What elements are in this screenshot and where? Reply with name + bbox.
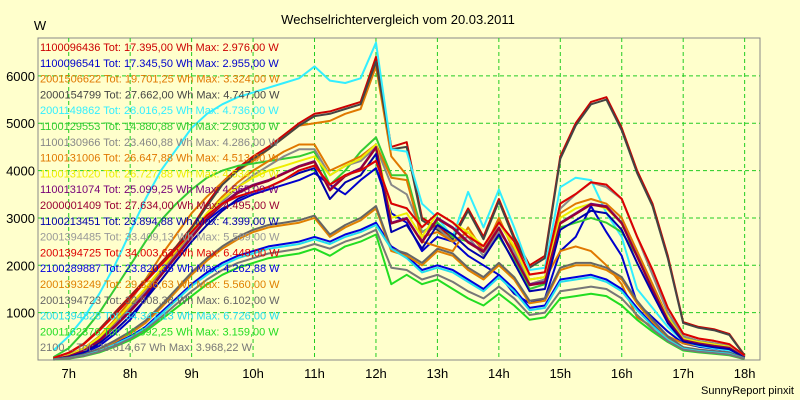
legend-entry-16: 2001393249 Tot: 29.336,63 Wh Max: 5.560,… [40,279,280,291]
legend-entry-9: 1100131020 Tot: 26.727,88 Wh Max: 4.534,… [40,168,279,180]
x-tick-label: 8h [123,366,137,381]
x-tick-label: 13h [427,366,449,381]
legend: 1100096436 Tot: 17.395,00 Wh Max: 2.976,… [40,42,280,354]
y-tick-label: 6000 [6,69,35,84]
series-line-17 [53,205,745,361]
legend-entry-12: 1100213451 Tot: 23.894,88 Wh Max: 4.399,… [40,216,279,228]
legend-entry-14: 2001394725 Tot: 34.003,63 Wh Max: 6.448,… [40,247,280,259]
series-line-12 [53,153,746,361]
legend-entry-8: 1100131006 Tot: 26.647,88 Wh Max: 4.513,… [40,153,279,165]
x-tick-label: 12h [365,366,387,381]
x-tick-label: 9h [184,366,198,381]
x-tick-label: 14h [488,366,510,381]
y-tick-label: 2000 [6,258,35,273]
x-tick-label: 18h [734,366,756,381]
series-line-20 [53,228,745,361]
series-line-11 [53,146,746,361]
x-tick-label: 10h [242,366,264,381]
y-tick-label: 1000 [6,306,35,321]
x-tick-label: 17h [672,366,694,381]
legend-entry-13: 2001394485 Tot: 33.409,13 Wh Max: 5.589,… [40,232,280,244]
x-tick-label: 15h [549,366,571,381]
legend-entry-1: 1100096436 Tot: 17.395,00 Wh Max: 2.976,… [40,42,279,54]
legend-entry-4: 2000154799 Tot: 27.662,00 Wh Max: 4.747,… [40,89,280,101]
series-line-6 [52,136,746,359]
series-line-14 [53,159,746,359]
legend-entry-5: 2001149862 Tot: 28.016,25 Wh Max: 4.736,… [40,105,279,117]
series-line-18 [53,224,745,361]
x-tick-label: 7h [61,366,75,381]
x-tick-label: 16h [611,366,633,381]
x-tick-label: 11h [304,366,325,381]
legend-entry-10: 1100131074 Tot: 25.099,25 Wh Max: 4.565,… [40,184,279,196]
legend-entry-7: 1100130966 Tot: 23.460,88 Wh Max: 4.286,… [40,137,279,149]
legend-entry-15: 2100289887 Tot: 23.820,35 Wh Max: 4.262,… [40,263,280,275]
legend-entry-6: 1100129553 Tot: 14.880,88 Wh Max: 2.903,… [40,121,279,133]
axis-ticks: 7h 8h 9h 10h 11h 12h 13h 14h 15h 16h 17h 18h 1000 200… [6,69,755,381]
legend-entry-20: 2100... Tot: 28.614,67 Wh Max: 3.968,22 … [40,342,253,354]
legend-entry-19: 2001162376 Tot: 16.392,25 Wh Max: 3.159,… [40,326,279,338]
y-tick-label: 5000 [6,116,35,131]
y-tick-label: 4000 [6,164,35,179]
y-tick-label: 3000 [6,211,35,226]
credit-label: SunnyReport pinxit [701,385,794,397]
legend-entry-17: 2001394723 Tot: 32.608,38 Wh Max: 6.102,… [40,295,280,307]
y-axis-label: W [34,18,47,33]
series-lines [52,41,746,361]
legend-entry-18: 2001394828 Tot: 34.347,13 Wh Max: 6.726,… [40,311,280,323]
series-line-19 [53,233,745,361]
chart-title: Wechselrichtervergleich vom 20.03.2011 [281,12,515,27]
plot-frame [37,37,761,361]
series-line-5 [52,41,746,359]
legend-entry-3: 2001506622 Tot: 19.701,25 Wh Max: 3.324,… [40,74,280,86]
legend-entry-11: 2000001409 Tot: 27.634,00 Wh Max: 4.495,… [40,200,280,212]
legend-entry-2: 1100096541 Tot: 17.345,50 Wh Max: 2.955,… [40,58,279,70]
